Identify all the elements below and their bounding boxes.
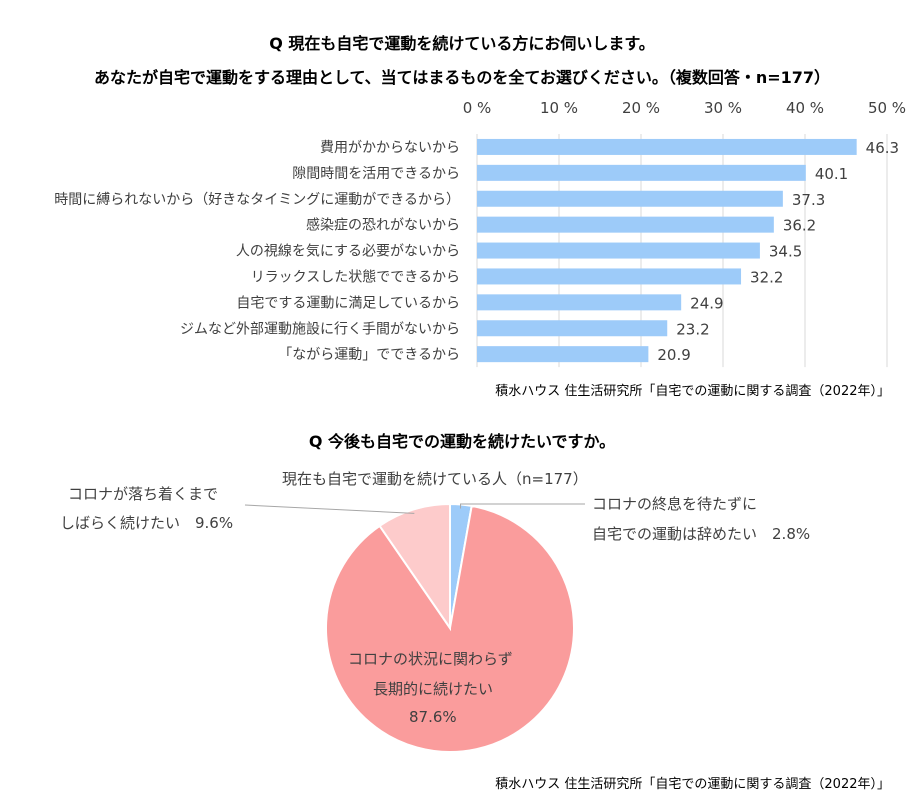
pie-label-main-pct: 87.6% (409, 708, 457, 726)
category-label: 費用がかからないから (320, 140, 460, 156)
pie-chart-title: Q 今後も自宅での運動を続けたいですか。 (308, 432, 616, 451)
value-label: 32.2 (750, 268, 783, 286)
value-label: 37.3 (792, 191, 825, 209)
bar-chart-source: 積水ハウス 住生活研究所「自宅での運動に関する調査（2022年）」 (495, 384, 890, 399)
bar (477, 242, 760, 259)
pie-label-right-line1: コロナの終息を待たずに (592, 495, 758, 513)
bar-chart-title-line1: Q 現在も自宅で運動を続けている方にお伺いします。 (269, 34, 655, 53)
pie-label-main-line2: 長期的に続けたい (373, 680, 494, 698)
category-label: 感染症の恐れがないから (306, 217, 460, 234)
x-tick-label: 10 % (540, 99, 578, 117)
x-tick-label: 20 % (622, 99, 660, 117)
bar (477, 320, 668, 337)
category-label: 「ながら運動」でできるから (278, 347, 460, 363)
x-tick-label: 0 % (463, 99, 492, 117)
bar (477, 346, 649, 363)
bar-chart-title-line2: あなたが自宅で運動をする理由として、当てはまるものを全てお選びください。（複数回… (93, 68, 831, 87)
category-label: 隙間時間を活用できるから (292, 166, 460, 182)
pie-subtitle: 現在も自宅で運動を続けている人（n=177） (282, 470, 588, 488)
bar-chart: 0 % 10 % 20 % 30 % 40 % 50 % 費用がかからないから 46.3 隙間時… (54, 99, 906, 368)
value-label: 40.1 (815, 165, 848, 183)
leader-line (244, 504, 415, 514)
x-tick-label: 40 % (786, 99, 824, 117)
pie-label-left-line2: しばらく続けたい 9.6% (60, 514, 234, 532)
bar (477, 190, 783, 207)
pie-label-main-line1: コロナの状況に関わらず (348, 650, 513, 668)
x-tick-label: 50 % (868, 99, 906, 117)
value-label: 24.9 (690, 294, 723, 312)
bar (477, 216, 774, 233)
value-label: 36.2 (783, 217, 816, 235)
x-tick-label: 30 % (704, 99, 742, 117)
bar (477, 164, 806, 181)
pie-label-right-line2: 自宅での運動は辞めたい 2.8% (592, 525, 811, 543)
leader-line (460, 503, 585, 509)
value-label: 23.2 (676, 320, 709, 338)
pie-chart-source: 積水ハウス 住生活研究所「自宅での運動に関する調査（2022年）」 (495, 777, 890, 792)
bar (477, 268, 742, 285)
bar (477, 294, 682, 311)
pie-label-left-line1: コロナが落ち着くまで (68, 485, 219, 503)
category-label: 人の視線を気にする必要がないから (236, 244, 460, 260)
bar (477, 138, 857, 155)
value-label: 46.3 (866, 139, 899, 157)
category-label: ジムなど外部運動施設に行く手間がないから (180, 321, 460, 337)
pie-slice (378, 502, 451, 632)
value-label: 34.5 (769, 243, 802, 261)
value-label: 20.9 (657, 346, 690, 364)
category-label: 時間に縛られないから（好きなタイミングに運動ができるから） (54, 191, 460, 208)
category-label: 自宅でする運動に満足しているから (236, 295, 460, 311)
category-label: リラックスした状態でできるから (251, 269, 460, 285)
